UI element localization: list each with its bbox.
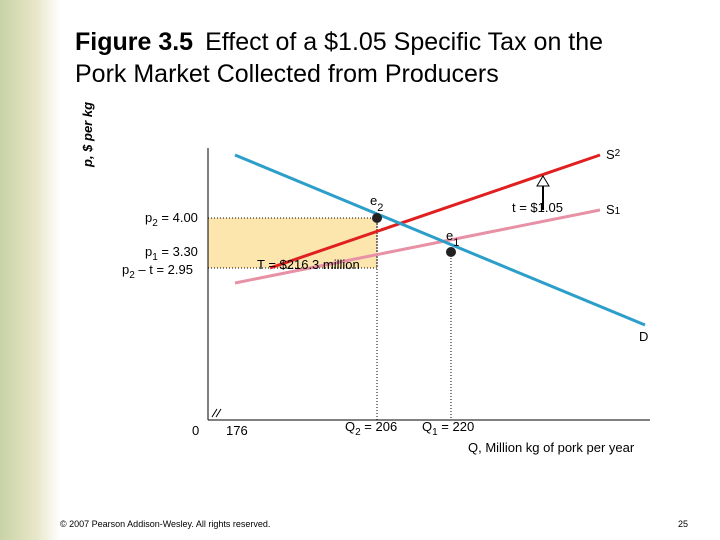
revenue-label: T = $216.3 million xyxy=(257,257,360,272)
quantity-label: Q2 = 206 xyxy=(345,419,397,438)
axis-break xyxy=(211,408,222,418)
tax-label: t = $1.05 xyxy=(512,200,563,215)
title: Figure 3.5 Effect of a $1.05 Specific Tax… xyxy=(75,28,603,56)
price-label: p2 = 4.00 xyxy=(145,210,198,229)
title: Pork Market Collected from Producers xyxy=(75,60,499,88)
quantity-label: Q1 = 220 xyxy=(422,419,474,438)
decor-strip xyxy=(0,0,60,540)
equilibrium-e1 xyxy=(446,247,456,257)
point-label: e2 xyxy=(370,193,383,214)
x-axis-label: Q, Million kg of pork per year xyxy=(468,440,635,455)
price-label: p2 – t = 2.95 xyxy=(122,262,193,281)
point-label: e1 xyxy=(446,228,459,249)
price-label: p1 = 3.30 xyxy=(145,244,198,263)
curve-label: D xyxy=(639,329,648,344)
demand-curve xyxy=(234,153,646,327)
curve-label: S1 xyxy=(606,202,621,217)
tax-arrow-head xyxy=(536,175,550,187)
x-tick-label: 176 xyxy=(226,423,248,438)
supply-curve-s1 xyxy=(234,208,601,285)
y-axis-label: p, $ per kg xyxy=(80,102,95,168)
x-tick-label: 0 xyxy=(192,423,199,438)
page-number: 25 xyxy=(678,519,688,529)
equilibrium-e2 xyxy=(372,213,382,223)
curve-label: S2 xyxy=(606,147,621,162)
supply-curve-s2 xyxy=(269,153,601,270)
copyright: © 2007 Pearson Addison-Wesley. All right… xyxy=(60,519,270,529)
